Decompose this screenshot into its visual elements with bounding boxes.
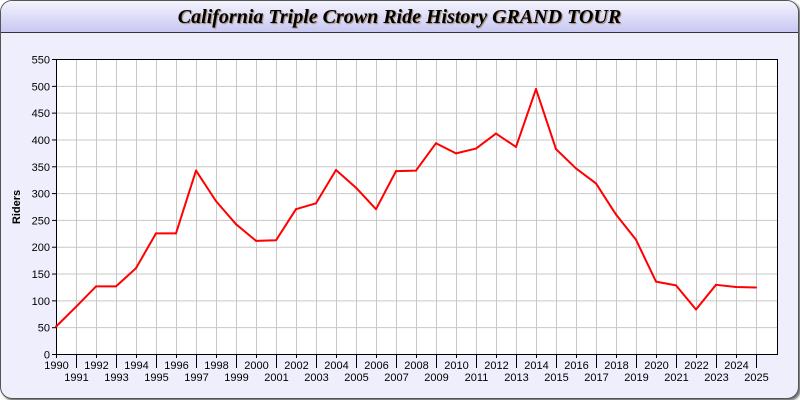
x-tick-label: 2008 [404,360,428,372]
data-point [695,308,697,311]
x-tick-label: 2011 [465,372,489,384]
data-point [195,169,197,172]
y-axis-label: Riders [11,190,23,224]
data-point [95,285,97,288]
y-tick-label: 350 [32,162,50,174]
x-tick-label: 1995 [144,372,168,384]
x-tick-label: 2007 [384,372,408,384]
x-tick-label: 2003 [304,372,328,384]
data-point [475,147,477,150]
data-point [395,170,397,173]
x-tick-label: 1991 [64,372,88,384]
x-tick-label: 2025 [744,372,768,384]
data-point [555,148,557,151]
data-point [155,232,157,235]
y-tick-label: 550 [32,55,50,67]
data-point [375,208,377,211]
x-tick-label: 2022 [684,360,708,372]
data-point [655,280,657,283]
x-tick-label: 1996 [164,360,188,372]
data-point [755,286,757,289]
x-tick-label: 1990 [44,360,68,372]
x-tick-label: 2019 [624,372,648,384]
y-tick-label: 200 [32,242,50,254]
plot-border [56,59,778,355]
data-point [415,169,417,172]
x-tick-label: 2020 [644,360,668,372]
x-tick-label: 2021 [664,372,688,384]
x-tick-label: 2002 [284,360,308,372]
x-tick-label: 2015 [544,372,568,384]
data-point [595,182,597,185]
data-point [355,186,357,189]
x-tick-label: 2013 [504,372,528,384]
x-tick-label: 1992 [84,360,108,372]
x-tick-label: 2005 [344,372,368,384]
x-tick-label: 2000 [244,360,268,372]
data-point [435,142,437,145]
data-point [75,305,77,308]
data-point [675,284,677,287]
y-tick-label: 0 [44,350,50,362]
x-tick-label: 2012 [484,360,508,372]
data-point [255,239,257,242]
data-point [315,202,317,205]
data-point [735,285,737,288]
data-point [535,88,537,91]
y-tick-label: 150 [32,269,50,281]
x-tick-label: 2018 [604,360,628,372]
x-tick-label: 2016 [564,360,588,372]
y-tick-label: 300 [32,189,50,201]
x-tick-label: 2004 [324,360,348,372]
data-point [455,152,457,155]
y-tick-label: 500 [32,81,50,93]
x-tick-label: 1997 [184,372,208,384]
data-point [55,325,57,328]
y-tick-label: 450 [32,108,50,120]
data-point [515,145,517,148]
data-point [215,200,217,203]
data-point [715,283,717,286]
data-point [275,239,277,242]
data-point [635,238,637,241]
data-point [495,132,497,135]
data-point [135,267,137,270]
x-tick-label: 2014 [524,360,548,372]
x-tick-label: 2024 [724,360,748,372]
x-tick-label: 2017 [584,372,608,384]
x-tick-label: 2023 [704,372,728,384]
data-point [615,213,617,216]
x-tick-label: 2009 [424,372,448,384]
chart-title: California Triple Crown Ride History GRA… [177,6,622,28]
x-tick-label: 1998 [204,360,228,372]
title-bar: California Triple Crown Ride History GRA… [1,1,798,33]
x-tick-label: 2010 [444,360,468,372]
x-tick-label: 1993 [104,372,128,384]
x-tick-label: 1999 [224,372,248,384]
data-point [295,208,297,211]
series-line [55,88,757,328]
data-point [235,223,237,226]
y-tick-label: 100 [32,296,50,308]
y-tick-label: 50 [38,323,50,335]
data-point [575,167,577,170]
x-tick-label: 2001 [264,372,288,384]
data-point [175,232,177,235]
data-point [115,285,117,288]
y-tick-label: 250 [32,215,50,227]
y-tick-label: 400 [32,135,50,147]
data-point [335,169,337,172]
x-tick-label: 2006 [364,360,388,372]
x-tick-label: 1994 [124,360,148,372]
